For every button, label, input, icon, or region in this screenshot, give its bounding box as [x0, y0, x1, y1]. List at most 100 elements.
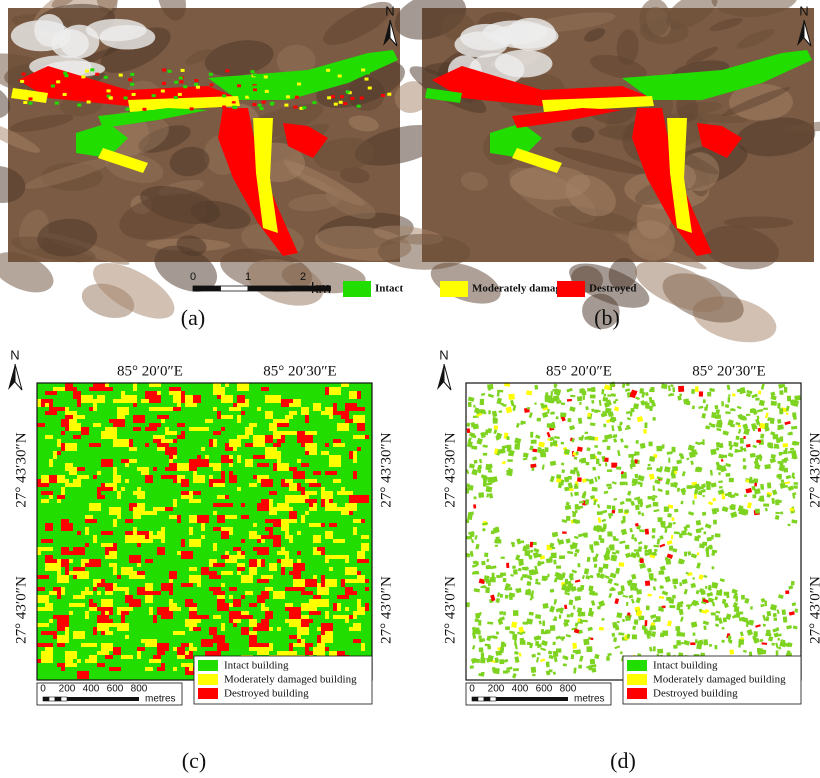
building: [531, 440, 537, 444]
damage-cell: [165, 507, 173, 511]
damage-cell: [257, 647, 269, 655]
damage-cell: [229, 527, 233, 535]
building: [735, 596, 738, 602]
damage-cell: [277, 451, 281, 459]
damage-cell: [321, 491, 333, 499]
damage-cell: [181, 431, 185, 439]
damage-cell: [297, 559, 301, 563]
building: [568, 418, 572, 422]
building: [618, 632, 624, 635]
building: [507, 459, 512, 461]
damage-patch: [99, 93, 103, 96]
building: [567, 399, 572, 402]
building: [635, 505, 639, 510]
damage-cell: [153, 467, 157, 471]
damage-cell: [229, 407, 237, 411]
building: [711, 412, 716, 418]
damage-cell: [157, 415, 169, 419]
damage-cell: [237, 455, 241, 463]
building: [579, 402, 582, 405]
damage-cell: [61, 523, 73, 531]
building: [616, 466, 621, 469]
damage-cell: [349, 451, 353, 459]
damage-cell: [317, 551, 321, 555]
building: [669, 546, 673, 551]
building: [672, 447, 676, 452]
damage-cell: [329, 523, 337, 527]
building: [611, 633, 615, 637]
damage-cell: [125, 479, 129, 483]
damage-cell: [329, 471, 337, 475]
building: [596, 459, 600, 465]
damage-cell: [361, 643, 365, 651]
damage-cell: [329, 555, 337, 559]
building: [577, 396, 582, 401]
damage-cell: [145, 443, 149, 447]
damage-patch: [381, 94, 385, 97]
building: [471, 422, 476, 427]
building: [746, 444, 751, 448]
damage-cell: [225, 495, 229, 499]
building: [640, 558, 644, 563]
damage-cell: [121, 655, 133, 659]
damage-patch: [297, 83, 301, 86]
damage-cell: [277, 423, 289, 427]
building: [777, 419, 781, 424]
building: [674, 471, 677, 474]
building: [601, 618, 604, 621]
damage-cell: [97, 663, 105, 667]
building: [729, 505, 735, 509]
damage-cell: [269, 499, 273, 507]
building: [562, 531, 567, 534]
damage-cell: [125, 595, 133, 603]
damage-cell: [305, 431, 317, 435]
damage-cell: [285, 587, 293, 591]
building: [764, 464, 771, 469]
damage-cell: [189, 663, 193, 671]
damage-patch: [326, 69, 330, 72]
damage-cell: [105, 387, 113, 391]
building: [593, 557, 598, 562]
damage-cell: [133, 511, 141, 519]
building: [529, 555, 532, 559]
damage-cell: [189, 499, 201, 503]
damage-cell: [237, 435, 249, 439]
building: [711, 582, 718, 589]
damage-cell: [289, 571, 301, 575]
damage-cell: [241, 515, 249, 519]
building: [752, 425, 757, 429]
longitude-label: 85° 20′0″E: [546, 363, 612, 379]
damage-cell: [341, 415, 349, 419]
building: [792, 412, 796, 417]
building: [503, 611, 506, 615]
damage-cell: [241, 555, 245, 559]
building: [743, 436, 745, 439]
building: [652, 528, 656, 533]
building: [647, 594, 651, 597]
damage-cell: [105, 591, 113, 595]
damage-cell: [317, 587, 329, 595]
damage-cell: [141, 639, 149, 643]
damage-cell: [161, 539, 165, 543]
damage-patch: [295, 72, 299, 75]
damage-cell: [241, 503, 245, 507]
damage-cell: [69, 467, 77, 475]
building: [481, 672, 484, 674]
damage-patch: [37, 86, 41, 89]
damage-cell: [41, 547, 45, 551]
building: [755, 398, 759, 401]
damage-cell: [357, 551, 365, 559]
building: [740, 438, 744, 444]
building: [714, 405, 718, 409]
damage-cell: [69, 611, 73, 615]
damage-cell: [37, 587, 45, 591]
damage-cell: [257, 547, 269, 555]
building: [566, 516, 570, 521]
building: [695, 386, 699, 392]
damage-cell: [201, 639, 213, 647]
damage-cell: [217, 515, 225, 523]
damage-cell: [125, 587, 129, 595]
damage-cell: [269, 491, 277, 495]
damage-cell: [289, 611, 301, 619]
damage-patch: [302, 106, 306, 109]
